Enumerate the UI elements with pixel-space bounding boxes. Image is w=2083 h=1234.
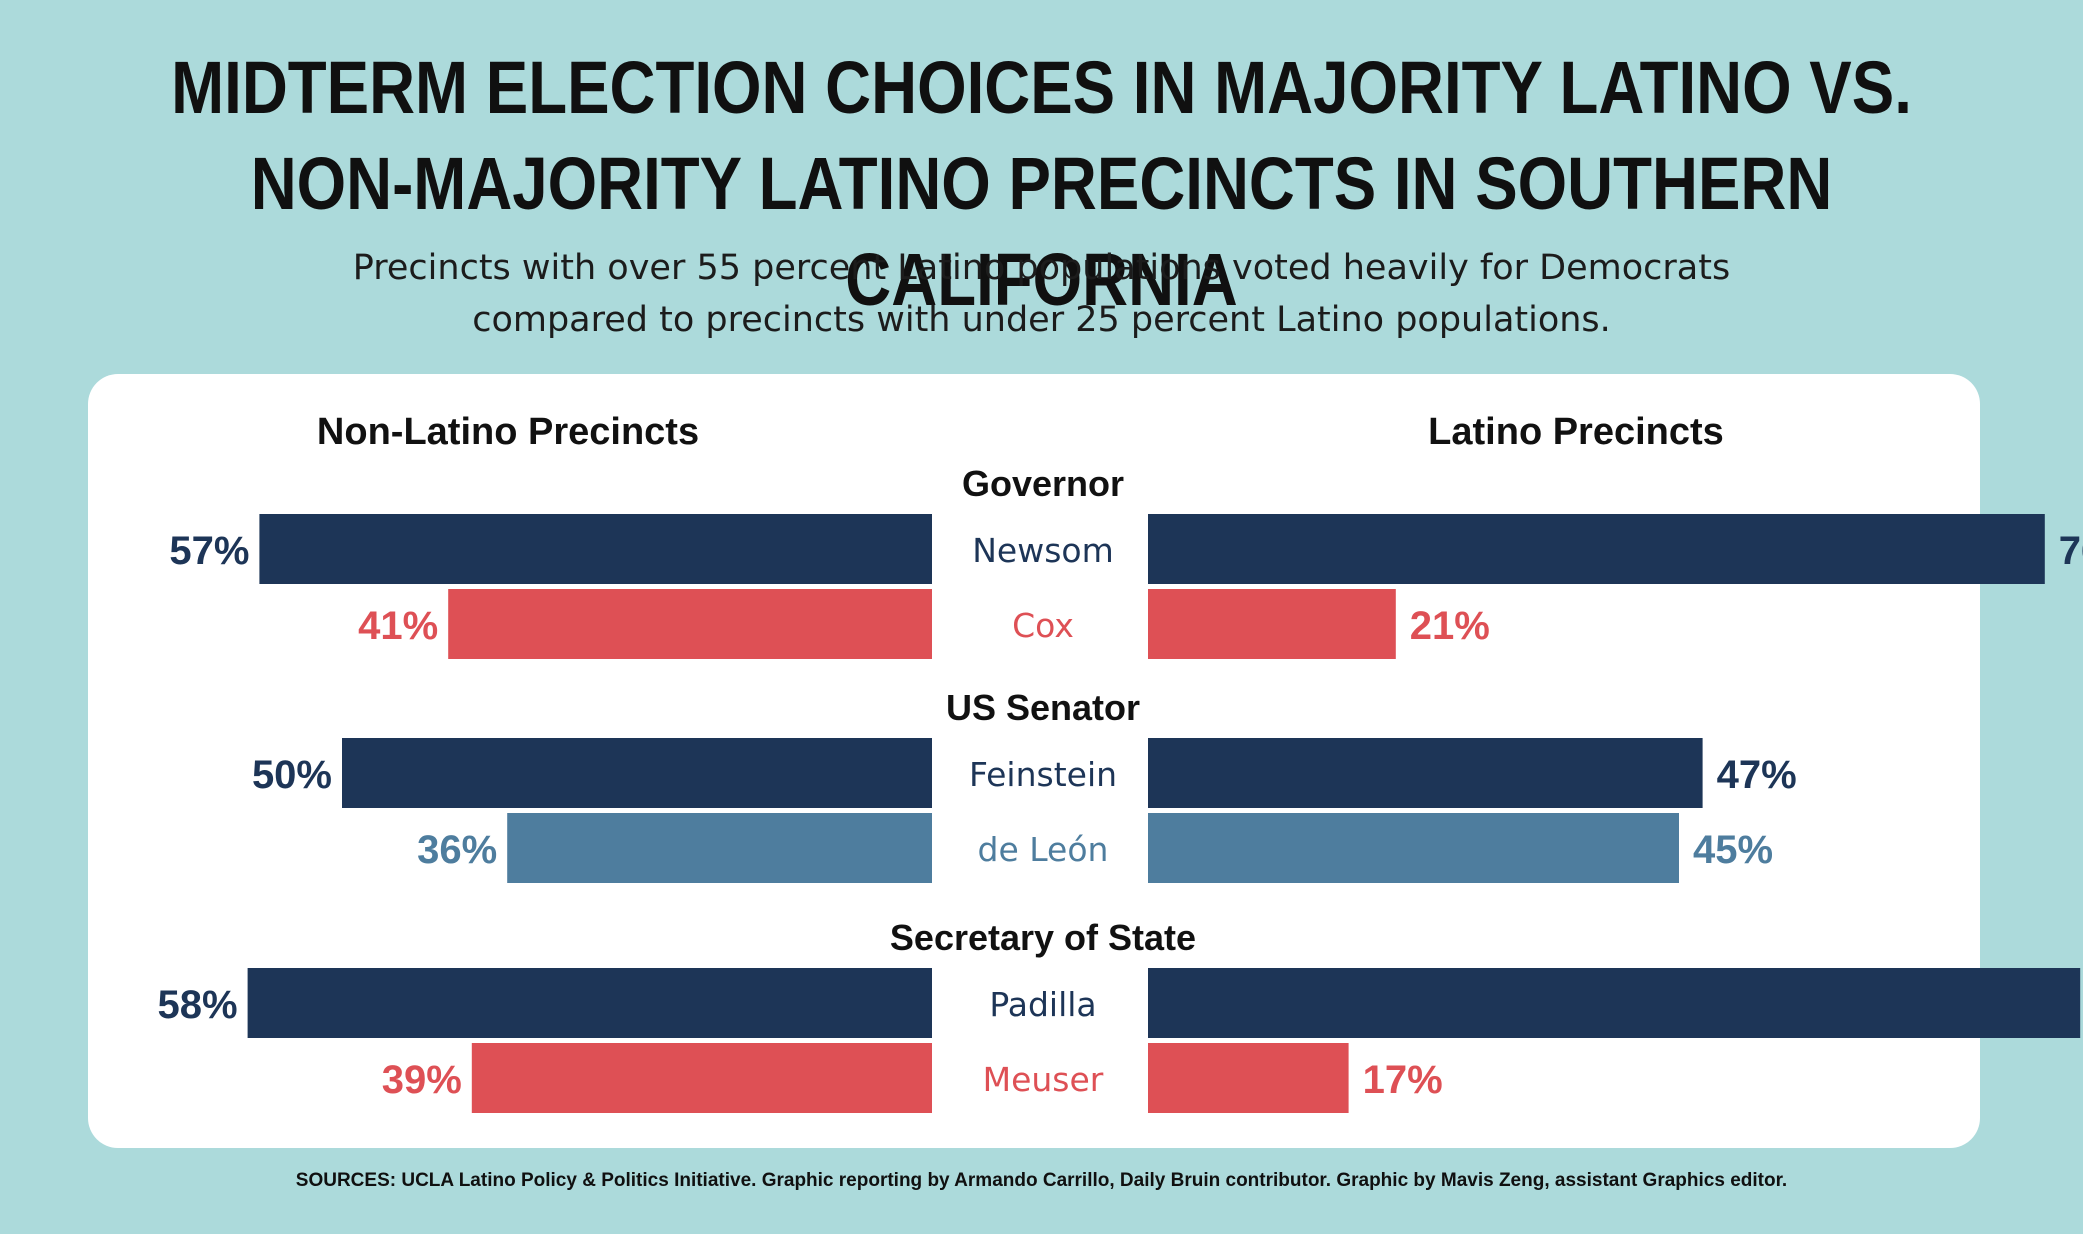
candidate-label-de-le-n: de León [978,830,1109,869]
candidate-label-feinstein: Feinstein [969,755,1117,794]
value-label-non-latino-cox: 41% [358,604,438,648]
value-label-latino-feinstein: 47% [1717,753,1797,797]
bar-non-latino-feinstein [342,738,932,808]
bar-latino-meuser [1148,1043,1349,1113]
bar-non-latino-padilla [247,968,933,1038]
value-label-latino-cox: 21% [1410,604,1490,648]
value-label-non-latino-newsom: 57% [169,529,249,573]
value-label-non-latino-meuser: 39% [382,1058,462,1102]
candidate-label-newsom: Newsom [972,531,1114,570]
value-label-latino-newsom: 76% [2059,529,2083,573]
race-title-secretary-of-state: Secretary of State [890,917,1196,958]
chart-title: MIDTERM ELECTION CHOICES IN MAJORITY LAT… [171,46,1912,321]
candidate-label-cox: Cox [1012,606,1074,645]
bar-latino-feinstein [1148,738,1703,808]
value-label-latino-meuser: 17% [1363,1058,1443,1102]
bar-non-latino-meuser [471,1043,932,1113]
candidate-label-meuser: Meuser [983,1060,1104,1099]
bar-non-latino-cox [448,589,932,659]
value-label-non-latino-feinstein: 50% [252,753,332,797]
race-title-us-senator: US Senator [946,687,1140,728]
bar-latino-padilla [1148,968,2081,1038]
source-credits: SOURCES: UCLA Latino Policy & Politics I… [295,1170,1788,1191]
bar-latino-de-le-n [1148,813,1679,883]
value-label-non-latino-de-le-n: 36% [417,828,497,872]
bar-non-latino-de-le-n [507,813,932,883]
race-title-governor: Governor [962,463,1124,504]
subtitle-line-2: compared to precincts with under 25 perc… [472,300,1611,340]
chart-subtitle: Precincts with over 55 percent Latino po… [0,242,2083,346]
right-group-label: Latino Precincts [1428,411,1724,453]
candidate-label-padilla: Padilla [989,985,1096,1024]
value-label-non-latino-padilla: 58% [158,983,238,1027]
bar-latino-cox [1148,589,1396,659]
subtitle-line-1: Precincts with over 55 percent Latino po… [352,248,1731,288]
bar-latino-newsom [1148,514,2045,584]
value-label-latino-de-le-n: 45% [1693,828,1773,872]
left-group-label: Non-Latino Precincts [317,411,699,453]
bar-non-latino-newsom [259,514,932,584]
